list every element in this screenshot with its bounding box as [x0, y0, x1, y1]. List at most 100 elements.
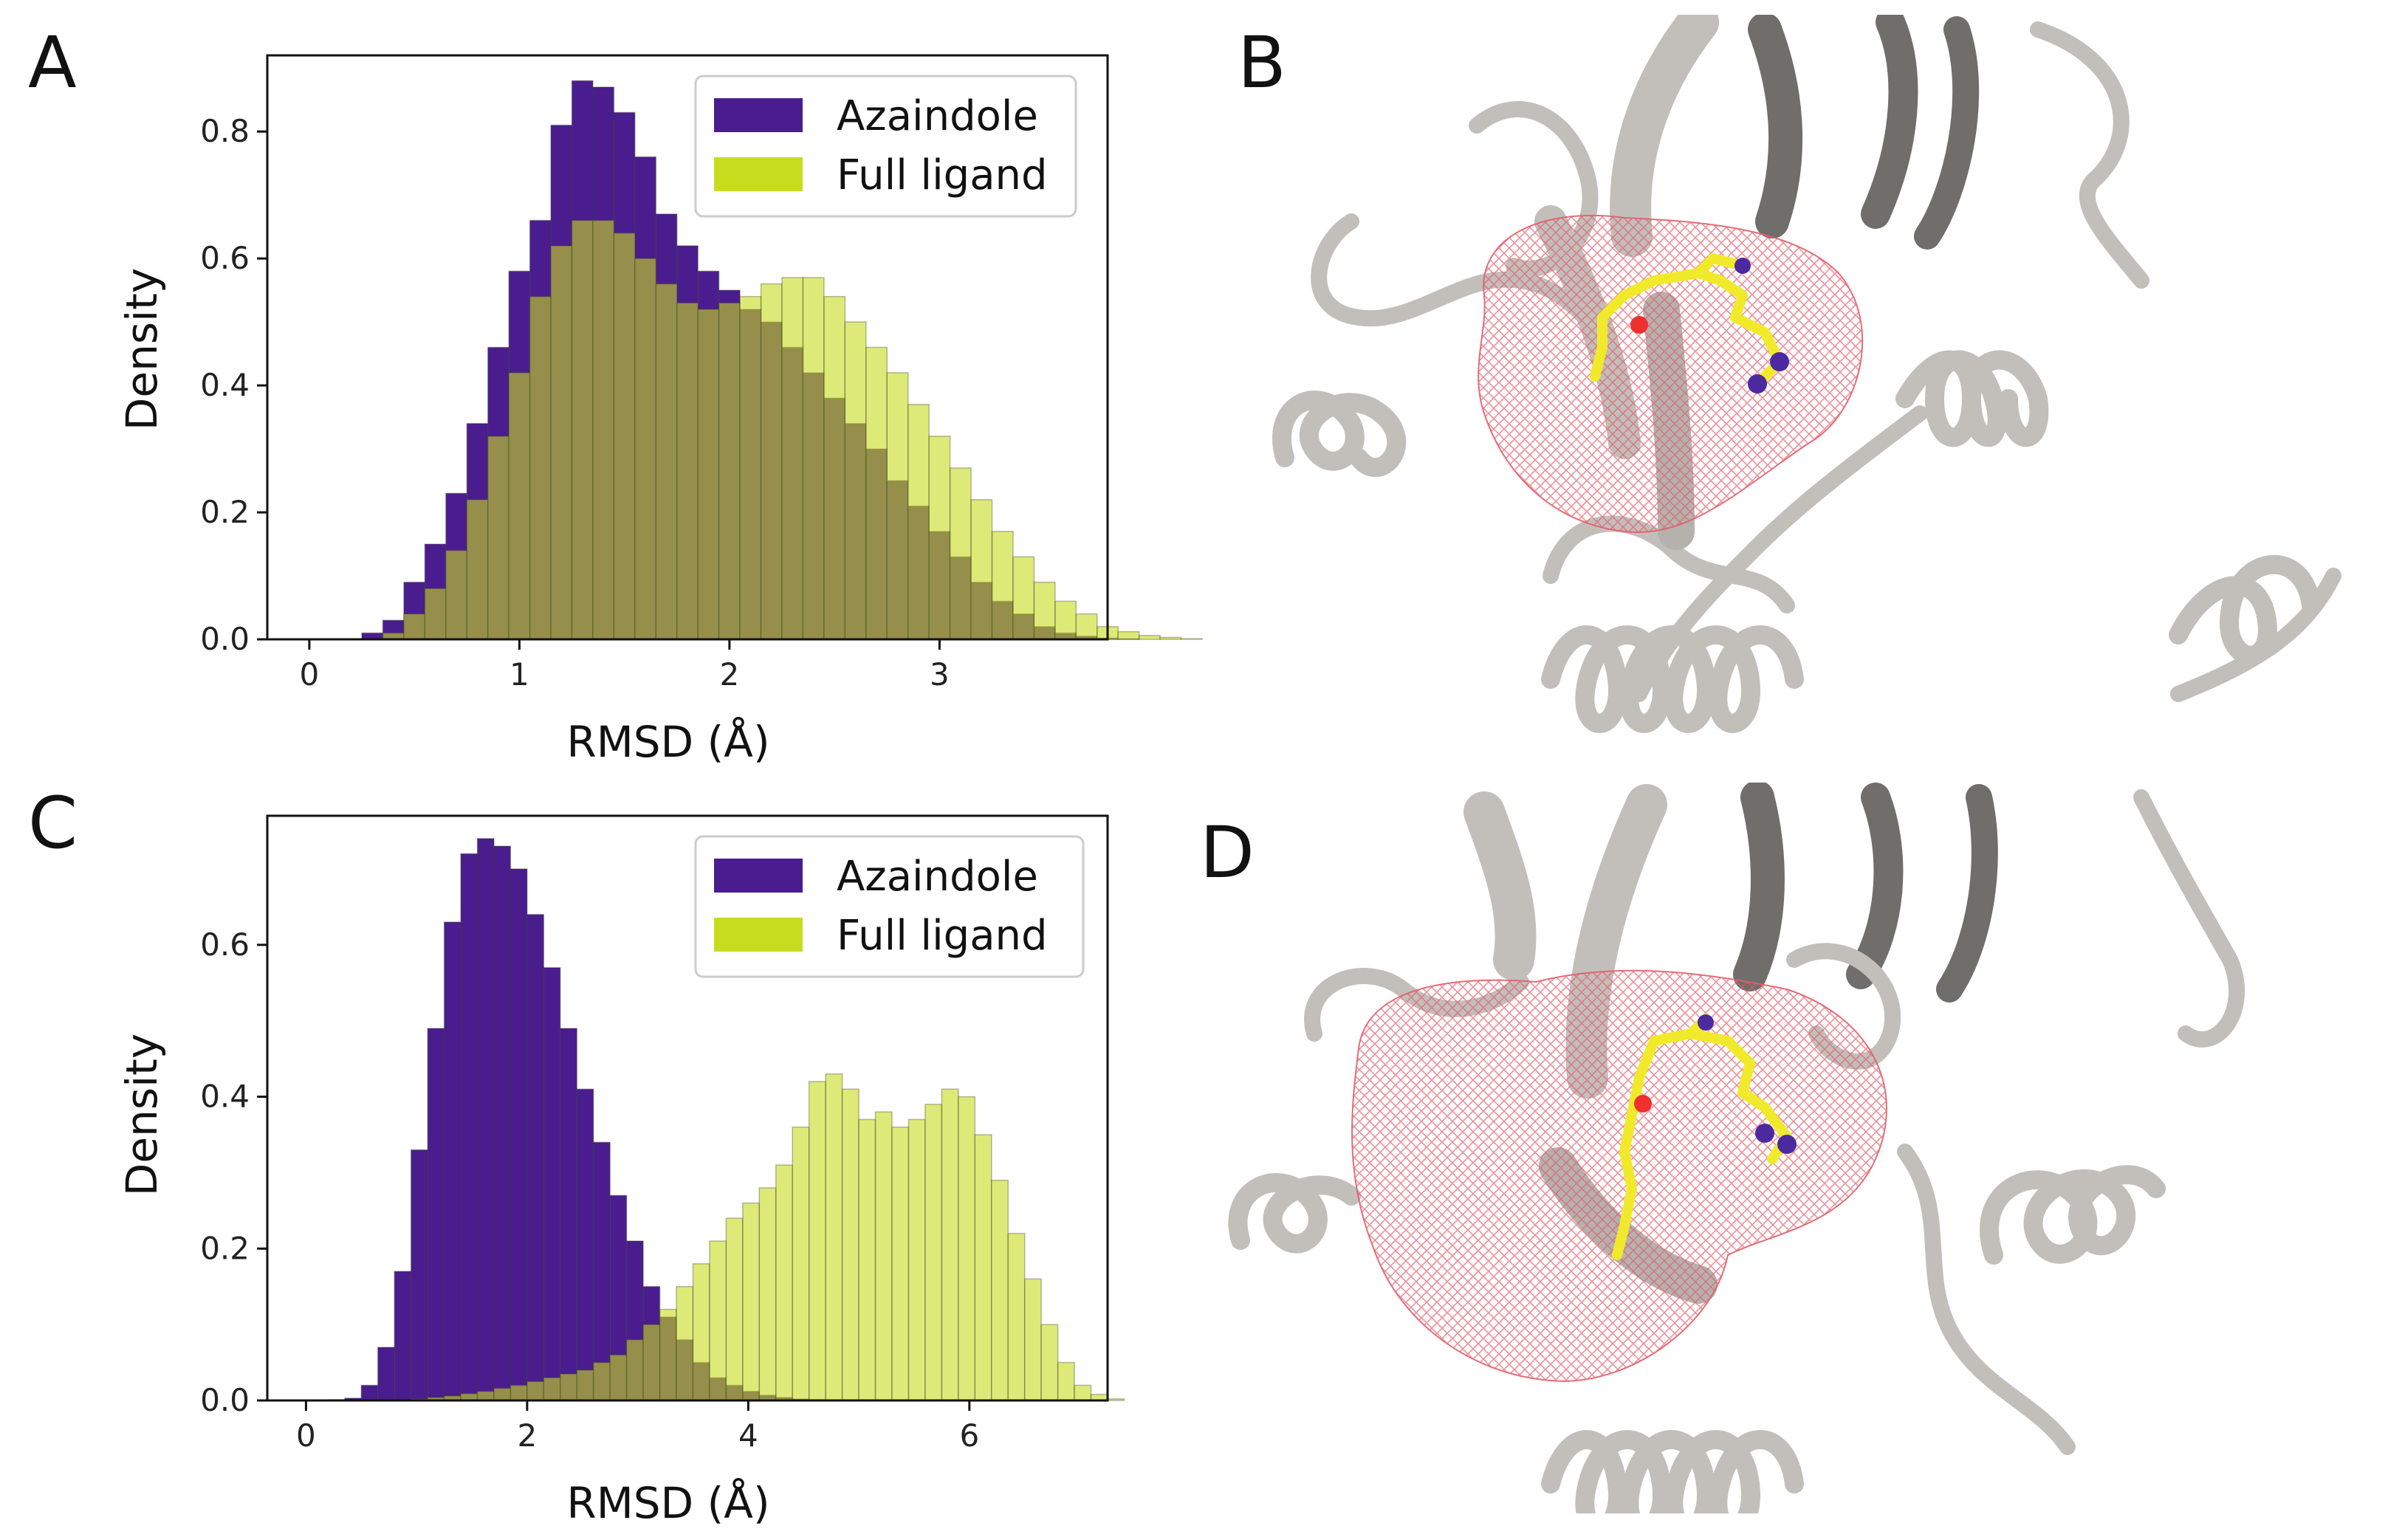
full-ligand-bar	[823, 295, 846, 640]
full-ligand-bar	[958, 1096, 976, 1401]
legend-c: Azaindole Full ligand	[694, 835, 1085, 978]
histogram-chart-c: 0 2 4 6 0.0 0.2 0.4 0.6 RMSD (Å) Density Azain…	[117, 814, 1125, 1528]
full-ligand-bar	[550, 245, 573, 640]
beta-strand-dark-d1	[1733, 783, 1785, 991]
y-tick-label: 0.4	[200, 367, 250, 403]
x-tick-label: 4	[738, 1417, 758, 1454]
y-ticks-c: 0.0 0.2 0.4 0.6	[200, 927, 267, 1418]
legend-label-azaindole-c: Azaindole	[837, 853, 1038, 901]
full-ligand-bar	[725, 1217, 744, 1401]
azaindole-bar	[360, 1384, 379, 1401]
loop-b1	[2030, 21, 2149, 289]
x-axis-title-a: RMSD (Å)	[566, 716, 769, 767]
full-ligand-bar	[642, 1324, 661, 1401]
full-ligand-bar	[825, 1073, 843, 1401]
azaindole-bar	[560, 1028, 578, 1401]
full-ligand-bar	[781, 277, 804, 640]
full-ligand-bar	[1138, 635, 1161, 640]
legend-label-full-ligand-c: Full ligand	[837, 912, 1048, 960]
beta-strand-dark-b2	[1861, 15, 1918, 229]
panel-label-d: D	[1200, 811, 1255, 894]
full-ligand-bar	[1054, 600, 1077, 640]
y-tick-label: 0.6	[200, 240, 250, 276]
full-ligand-bar	[493, 1387, 512, 1401]
full-ligand-bar	[466, 499, 489, 640]
full-ligand-bar	[1033, 581, 1056, 640]
oxygen-atom-b	[1630, 316, 1648, 334]
full-ligand-bar	[560, 1373, 578, 1401]
y-tick-label: 0.6	[200, 927, 250, 963]
full-ligand-bar	[655, 283, 678, 640]
full-ligand-bar	[508, 372, 531, 640]
full-ligand-bars-a	[382, 219, 1203, 640]
full-ligand-bar	[1040, 1324, 1059, 1401]
full-ligand-bar	[424, 588, 447, 640]
full-ligand-bar	[1107, 1398, 1125, 1401]
nitrogen-atom-d3	[1698, 1014, 1714, 1031]
full-ligand-bar	[874, 1111, 893, 1401]
azaindole-bar	[493, 845, 512, 1401]
azaindole-bar	[460, 853, 478, 1401]
plot-frame-a	[266, 54, 1109, 641]
full-ligand-bar	[792, 1126, 810, 1401]
full-ligand-bar	[949, 467, 972, 640]
y-axis-title-c: Density	[117, 1034, 167, 1197]
panel-label-b: B	[1238, 21, 1286, 104]
azaindole-bar	[476, 838, 495, 1401]
helix-b2	[1541, 625, 1804, 733]
protein-structure-d	[1228, 783, 2245, 1513]
binding-pocket-mesh-b	[1478, 215, 1864, 533]
full-ligand-bar	[529, 295, 552, 640]
panel-label-a: A	[28, 21, 77, 104]
y-tick-label: 0.2	[200, 1230, 250, 1266]
full-ligand-bar	[1023, 1278, 1042, 1401]
full-ligand-bar	[625, 1338, 644, 1401]
helix-b3	[1272, 391, 1407, 478]
full-ligand-bar	[659, 1308, 677, 1401]
azaindole-bar	[427, 1028, 445, 1401]
x-tick-label: 6	[959, 1417, 979, 1454]
azaindole-bar	[543, 966, 561, 1401]
full-ligand-bar	[858, 1118, 876, 1401]
full-ligand-bar	[676, 1285, 694, 1401]
y-tick-label: 0.2	[200, 494, 250, 530]
azaindole-bar	[377, 1347, 395, 1401]
loop-b6	[2170, 568, 2341, 702]
full-ligand-bar	[891, 1126, 910, 1401]
full-ligand-bar	[592, 1361, 611, 1401]
full-ligand-bar	[526, 1381, 545, 1401]
azaindole-bar	[576, 1088, 594, 1401]
full-ligand-bar	[760, 283, 783, 640]
legend-swatch-azaindole-c	[714, 859, 803, 893]
y-axis-title-a: Density	[117, 268, 167, 431]
beta-strand-dark-d3	[1936, 784, 1998, 1003]
full-ligand-bar	[613, 232, 636, 640]
full-ligand-bar	[1075, 613, 1098, 640]
x-tick-label: 2	[720, 656, 740, 692]
nitrogen-atom-b1	[1748, 374, 1767, 393]
x-ticks-c: 0 2 4 6	[296, 1400, 979, 1454]
full-ligand-bar	[476, 1390, 495, 1401]
oxygen-atom-d	[1634, 1095, 1652, 1113]
full-ligand-bar	[592, 219, 615, 640]
y-tick-label: 0.8	[200, 113, 250, 149]
full-ligand-bar	[907, 1118, 926, 1401]
full-ligand-bar	[742, 1202, 761, 1401]
full-ligand-bar	[775, 1164, 793, 1401]
full-ligand-bar	[1159, 636, 1182, 640]
protein-structure-b	[1272, 15, 2341, 733]
full-ligand-bar	[974, 1134, 992, 1401]
full-ligand-bar	[697, 309, 720, 640]
histogram-chart-a: 0 1 2 3 0.0 0.2 0.4 0.6 0.8 RMSD (Å) Density Az…	[117, 54, 1203, 767]
nitrogen-atom-d2	[1755, 1124, 1774, 1143]
full-ligand-bar	[571, 219, 594, 640]
x-tick-label: 3	[930, 656, 950, 692]
full-ligand-bar	[739, 295, 762, 640]
full-ligand-bar	[634, 258, 657, 640]
x-tick-label: 1	[509, 656, 529, 692]
helix-d2	[1541, 1430, 1804, 1513]
full-ligand-bar	[1057, 1361, 1075, 1401]
plot-frame-c	[266, 814, 1109, 1402]
azaindole-bar	[592, 1141, 611, 1401]
